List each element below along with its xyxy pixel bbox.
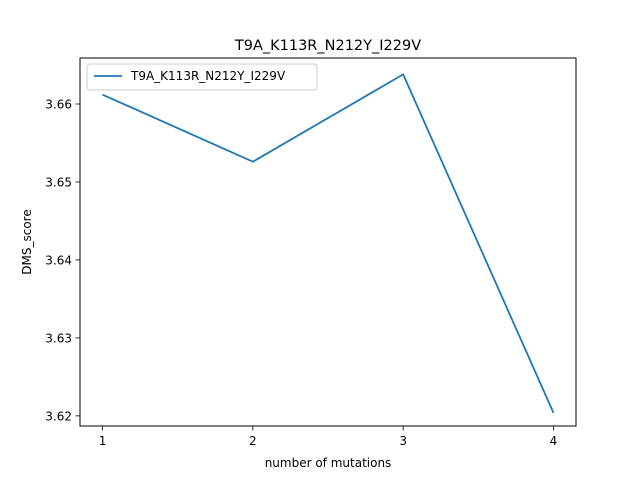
y-tick-label: 3.62: [45, 409, 72, 423]
y-tick-label: 3.63: [45, 331, 72, 345]
x-tick-label: 4: [550, 434, 558, 448]
y-tick-label: 3.65: [45, 175, 72, 189]
x-tick-label: 1: [99, 434, 107, 448]
y-axis-ticks: 3.62 3.63 3.64 3.65 3.66: [45, 98, 80, 423]
legend-box: [86, 63, 318, 91]
x-tick-label: 3: [399, 434, 407, 448]
series-layer: [102, 73, 555, 414]
y-tick-label: 3.66: [45, 98, 72, 112]
chart-title: T9A_K113R_N212Y_I229V: [234, 38, 421, 54]
plot-area: [80, 58, 576, 426]
legend: T9A_K113R_N212Y_I229V: [86, 63, 318, 91]
plot-frame: [79, 57, 577, 427]
x-axis-ticks: 1 2 3 4: [99, 426, 558, 448]
y-tick-label: 3.64: [45, 253, 72, 267]
legend-label: T9A_K113R_N212Y_I229V: [130, 69, 286, 83]
series-line: [102, 73, 555, 414]
y-axis-label: DMS_score: [20, 209, 34, 274]
x-axis-label: number of mutations: [265, 456, 392, 470]
x-tick-label: 2: [249, 434, 257, 448]
